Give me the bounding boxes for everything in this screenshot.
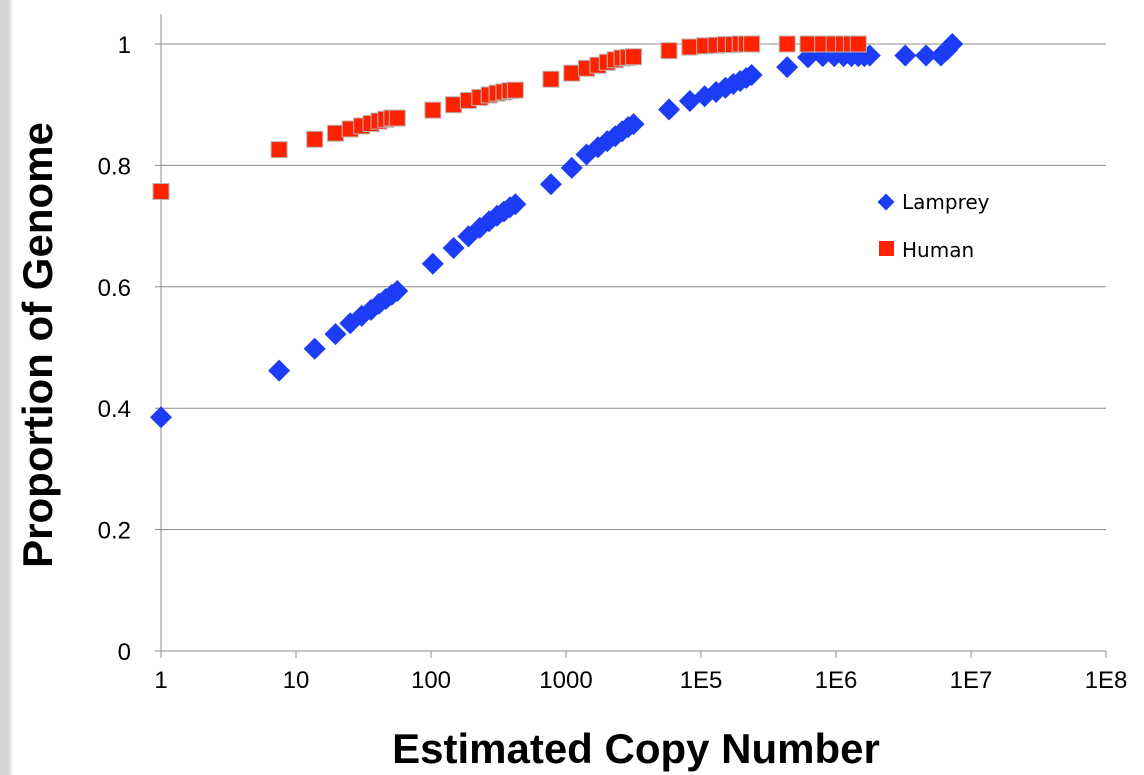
data-point-lamprey xyxy=(504,193,527,216)
y-tick-label: 0 xyxy=(118,639,131,666)
legend-marker-lamprey-icon xyxy=(877,193,895,211)
legend-label-human: Human xyxy=(902,238,974,262)
x-tick-label: 1000 xyxy=(539,667,592,694)
series-lamprey xyxy=(150,33,964,429)
data-point-human xyxy=(306,130,324,148)
y-tick-label: 1 xyxy=(118,32,131,59)
x-tick-label: 10 xyxy=(283,667,310,694)
data-point-lamprey xyxy=(622,113,645,136)
legend-label-lamprey: Lamprey xyxy=(902,190,990,214)
x-tick-label: 1E6 xyxy=(815,667,858,694)
data-point-lamprey xyxy=(776,56,799,79)
data-point-human xyxy=(506,81,524,99)
data-point-lamprey xyxy=(324,323,347,346)
data-point-human xyxy=(326,124,344,142)
data-point-lamprey xyxy=(303,337,326,360)
legend: Lamprey Human xyxy=(877,190,990,262)
data-point-human xyxy=(660,42,678,60)
data-point-human xyxy=(681,38,699,56)
x-tick-label: 1 xyxy=(154,667,167,694)
data-point-lamprey xyxy=(539,173,562,196)
data-point-lamprey xyxy=(421,252,444,275)
legend-marker-human-icon xyxy=(879,241,894,256)
data-point-lamprey xyxy=(894,44,917,67)
x-tick-label: 1E7 xyxy=(950,667,993,694)
series-human xyxy=(152,35,867,201)
data-point-human xyxy=(849,35,867,53)
data-point-human xyxy=(388,109,406,127)
data-point-human xyxy=(625,48,642,66)
data-point-lamprey xyxy=(915,44,938,67)
data-point-human xyxy=(152,183,170,201)
y-tick-label: 0.6 xyxy=(98,275,131,302)
data-point-human xyxy=(778,35,796,53)
x-tick-label: 1E5 xyxy=(680,667,723,694)
data-point-human xyxy=(743,35,761,53)
y-tick-label: 0.2 xyxy=(98,518,131,545)
data-point-human xyxy=(270,141,288,159)
data-point-lamprey xyxy=(386,280,409,303)
data-point-lamprey xyxy=(941,33,964,55)
x-tick-label: 1E8 xyxy=(1085,667,1128,694)
data-series xyxy=(150,33,964,429)
data-point-human xyxy=(799,35,817,53)
y-tick-label: 0.4 xyxy=(98,396,131,423)
data-point-lamprey xyxy=(442,236,465,259)
data-point-lamprey xyxy=(150,406,172,429)
data-point-human xyxy=(445,96,463,114)
data-point-lamprey xyxy=(658,98,681,121)
data-point-lamprey xyxy=(268,359,291,382)
data-point-human xyxy=(563,64,581,82)
data-point-human xyxy=(542,70,560,88)
data-point-human xyxy=(424,101,442,119)
data-point-lamprey xyxy=(560,156,583,179)
data-point-lamprey xyxy=(740,63,763,86)
y-tick-labels: 0 0.2 0.4 0.6 0.8 1 xyxy=(98,32,131,666)
y-axis-title: Proportion of Genome xyxy=(14,122,61,568)
x-tick-labels: 1 10 100 1000 1E5 1E6 1E7 1E8 xyxy=(154,667,1127,694)
axes xyxy=(160,14,1107,658)
x-axis-title: Estimated Copy Number xyxy=(392,725,880,772)
x-tick-label: 100 xyxy=(411,667,451,694)
y-tick-label: 0.8 xyxy=(98,153,131,180)
